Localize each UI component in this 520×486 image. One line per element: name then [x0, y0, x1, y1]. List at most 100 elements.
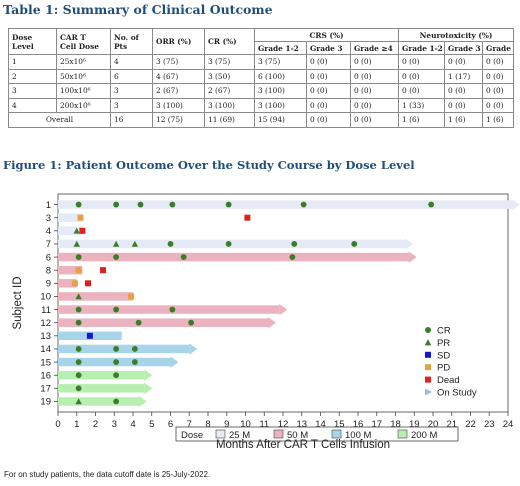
cell-dose: 25x10⁶: [56, 54, 111, 70]
cr-marker: [131, 346, 138, 352]
subject-id-label: 17: [40, 384, 51, 395]
x-tick-label: 23: [484, 419, 495, 430]
duration-bar: [58, 200, 512, 209]
dose-legend-title: Dose: [181, 430, 203, 441]
cell-level: 1: [8, 54, 57, 70]
cr-marker: [75, 385, 82, 392]
cell-n4: 0 (0): [482, 68, 515, 84]
legend-dead-icon: [425, 376, 431, 383]
x-tick-label: 5: [149, 419, 154, 430]
x-axis-label: Months After CAR T Cells Infusion: [216, 439, 390, 451]
cell-level: 3: [8, 83, 57, 99]
cell-n3: 0 (0): [444, 83, 484, 99]
dose-legend-label: 100 M: [345, 430, 371, 441]
duration-bar: [58, 370, 145, 380]
duration-bar: [58, 305, 280, 314]
cr-marker: [113, 372, 120, 379]
pd-marker: [75, 267, 82, 274]
pd-marker: [128, 293, 135, 300]
on-study-arrow: [170, 356, 179, 368]
legend-label: CR: [437, 326, 451, 337]
on-study-arrow: [408, 251, 417, 263]
dose-legend-label: 25 M: [229, 430, 250, 441]
cell-orr: 4 (67): [152, 68, 205, 84]
dose-legend-swatch: [273, 429, 284, 439]
cr-marker: [291, 241, 298, 247]
subject-id-label: 1: [46, 200, 51, 211]
dose-legend-swatch: [215, 429, 226, 439]
overall-label: Overall: [8, 112, 111, 128]
x-tick-label: 22: [465, 419, 476, 430]
table-row-overall: Overall 16 12 (75) 11 (69) 15 (94) 0 (0)…: [8, 112, 515, 128]
cr-marker: [225, 241, 232, 247]
overall-pts: 16: [110, 112, 153, 128]
legend-label: PR: [437, 338, 450, 349]
pd-marker: [71, 280, 78, 287]
cr-marker: [289, 254, 296, 260]
duration-bar: [58, 252, 409, 262]
x-tick-label: 20: [428, 419, 439, 430]
cell-n4: 0 (0): [482, 54, 515, 70]
x-tick-label: 14: [315, 419, 326, 430]
dead-marker: [79, 227, 86, 234]
cell-cr: 3 (100): [204, 97, 255, 113]
cr-marker: [113, 306, 120, 313]
subject-id-label: 9: [46, 279, 51, 290]
on-study-arrow: [279, 303, 288, 316]
cr-marker: [75, 201, 82, 208]
cell-level: 2: [8, 68, 57, 84]
pr-marker: [75, 293, 82, 300]
cr-marker: [75, 346, 82, 352]
legend-label: On Study: [437, 388, 477, 399]
subject-id-label: 19: [40, 397, 51, 408]
cr-marker: [169, 306, 176, 313]
legend-pr-icon: [424, 339, 432, 346]
x-tick-label: 17: [371, 419, 382, 430]
subject-id-label: 4: [46, 226, 51, 237]
cr-marker: [75, 306, 82, 313]
cr-marker: [113, 201, 120, 208]
x-tick-label: 24: [503, 419, 514, 430]
x-tick-label: 4: [130, 419, 135, 430]
cell-dose: 100x10⁶: [56, 83, 111, 99]
table-row: 3 100x10⁶ 3 2 (67) 2 (67) 3 (100) 0 (0) 0 (0) 0 …: [8, 83, 515, 99]
cell-crs4: 0 (0): [349, 83, 400, 99]
pr-marker: [73, 240, 80, 247]
footnote: For on study patients, the data cutoff d…: [4, 470, 211, 479]
pd-marker: [77, 214, 84, 221]
cell-n12: 0 (0): [398, 83, 446, 99]
cell-level: 4: [8, 97, 57, 113]
pr-marker: [73, 227, 80, 234]
overall-crs3: 0 (0): [306, 112, 351, 128]
cr-marker: [135, 319, 142, 326]
on-study-arrow: [189, 343, 198, 355]
x-tick-label: 6: [168, 419, 173, 430]
dose-legend-swatch: [397, 429, 408, 439]
subject-id-label: 11: [41, 305, 51, 316]
cell-crs12: 6 (100): [254, 68, 307, 84]
x-tick-label: 19: [409, 419, 420, 430]
cell-pts: 3: [110, 83, 153, 99]
cr-marker: [225, 201, 232, 208]
x-tick-label: 18: [390, 419, 401, 430]
x-tick-label: 12: [278, 419, 289, 430]
header-pts: No. of Pts: [110, 28, 153, 55]
cell-crs12: 3 (75): [254, 54, 307, 70]
subject-id-label: 16: [40, 370, 51, 381]
x-tick-label: 16: [353, 419, 364, 430]
cell-pts: 6: [110, 68, 153, 84]
dose-legend-frame: [175, 426, 459, 442]
subject-id-label: 7: [46, 239, 51, 250]
cr-marker: [131, 359, 138, 365]
x-tick-label: 11: [259, 419, 269, 430]
x-tick-label: 15: [334, 419, 345, 430]
overall-n4: 1 (6): [482, 112, 515, 128]
duration-bar: [58, 397, 139, 406]
on-study-arrow: [511, 198, 520, 211]
x-tick-label: 0: [55, 419, 60, 430]
overall-n3: 1 (6): [444, 112, 484, 128]
header-dose-level: Dose Level: [8, 28, 57, 55]
duration-bar: [58, 344, 190, 354]
x-tick-label: 13: [296, 419, 307, 430]
duration-bar: [58, 292, 133, 301]
